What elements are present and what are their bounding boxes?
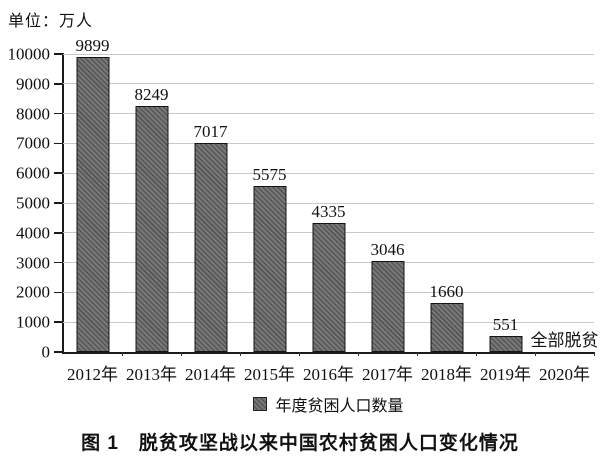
gridline bbox=[63, 202, 594, 204]
unit-label: 单位：万人 bbox=[8, 13, 94, 30]
bar bbox=[371, 261, 404, 352]
legend: 年度贫困人口数量 bbox=[63, 392, 594, 416]
gridline bbox=[63, 53, 594, 55]
legend-swatch-icon bbox=[253, 397, 268, 411]
figure-caption: 图 1 脱贫攻坚战以来中国农村贫困人口变化情况 bbox=[81, 433, 519, 454]
bar-value-label: 3046 bbox=[370, 240, 405, 260]
x-tick-mark bbox=[357, 352, 359, 356]
x-tick-label: 2017年 bbox=[362, 365, 413, 384]
y-tick-mark bbox=[54, 232, 63, 234]
y-tick-label: 4000 bbox=[16, 223, 50, 243]
x-axis-line bbox=[62, 352, 594, 354]
bar-slot: 1660 bbox=[417, 54, 476, 352]
bar-slot: 3046 bbox=[358, 54, 417, 352]
x-tick-mark bbox=[534, 352, 536, 356]
y-tick-label: 0 bbox=[41, 342, 51, 362]
bar bbox=[194, 142, 227, 352]
x-tick-label: 2012年 bbox=[67, 365, 118, 384]
gridline bbox=[63, 83, 594, 85]
bar-slot: 551 bbox=[476, 54, 535, 352]
y-tick-mark bbox=[54, 202, 63, 204]
bar bbox=[135, 106, 168, 352]
y-tick-label: 5000 bbox=[16, 193, 50, 213]
gridline bbox=[63, 113, 594, 115]
x-tick-label: 2019年 bbox=[480, 365, 531, 384]
x-tick-label: 2018年 bbox=[421, 365, 472, 384]
y-tick-label: 8000 bbox=[16, 104, 50, 124]
y-tick-mark bbox=[54, 83, 63, 85]
plot-area: 9899 8249 7017 5575 4335 3046 1660 551 全部脱贫 bbox=[54, 37, 599, 356]
x-tick-mark bbox=[239, 352, 241, 356]
y-tick-label: 2000 bbox=[16, 282, 50, 302]
bar-slot: 9899 bbox=[63, 37, 122, 352]
y-tick-label: 7000 bbox=[16, 133, 50, 153]
bar bbox=[76, 57, 109, 352]
legend-label: 年度贫困人口数量 bbox=[275, 398, 404, 415]
y-tick-mark bbox=[54, 112, 63, 115]
x-tick-label: 2020年 bbox=[539, 365, 590, 384]
y-tick-mark bbox=[54, 142, 63, 145]
x-tick-label: 2014年 bbox=[185, 365, 236, 384]
bar bbox=[489, 335, 522, 352]
bar-slot: 全部脱贫 bbox=[531, 54, 599, 352]
x-tick-label: 2013年 bbox=[126, 365, 177, 384]
y-tick-mark bbox=[54, 351, 63, 353]
bar-slot: 8249 bbox=[122, 54, 181, 352]
y-tick-label: 10000 bbox=[7, 44, 51, 64]
bar-slot: 7017 bbox=[181, 54, 240, 352]
gridline bbox=[63, 172, 594, 174]
x-tick-label: 2015年 bbox=[244, 365, 295, 384]
x-tick-mark bbox=[593, 352, 595, 356]
x-tick-label: 2016年 bbox=[303, 365, 354, 384]
x-tick-mark bbox=[298, 352, 300, 356]
y-tick-mark bbox=[54, 261, 63, 264]
y-tick-label: 6000 bbox=[16, 163, 50, 183]
y-tick-label: 1000 bbox=[16, 312, 50, 332]
y-tick-mark bbox=[54, 53, 63, 55]
x-axis-labels: 2012年 2013年 2014年 2015年 2016年 2017年 2018年 2019年… bbox=[63, 360, 594, 384]
x-tick-mark bbox=[416, 352, 418, 356]
bar bbox=[312, 222, 345, 352]
bar-value-label: 8249 bbox=[134, 85, 169, 105]
bar-value-label: 1660 bbox=[429, 281, 464, 301]
bar-value-label: 9899 bbox=[75, 36, 110, 56]
bar-value-label: 7017 bbox=[193, 121, 228, 141]
bar-slot: 4335 bbox=[299, 54, 358, 352]
bar-value-label: 4335 bbox=[311, 201, 346, 221]
gridline bbox=[63, 142, 594, 144]
y-tick-mark bbox=[54, 172, 63, 174]
bar-slot: 5575 bbox=[240, 54, 299, 352]
y-tick-label: 9000 bbox=[16, 74, 50, 94]
bar bbox=[430, 302, 463, 352]
y-tick-mark bbox=[54, 291, 63, 294]
y-tick-label: 3000 bbox=[16, 253, 50, 273]
y-axis-labels: 0 1000 2000 3000 4000 5000 6000 7000 8000 9000 100… bbox=[0, 46, 51, 361]
y-tick-mark bbox=[54, 321, 63, 323]
x-tick-mark bbox=[180, 352, 182, 356]
bar bbox=[253, 185, 286, 352]
bar-value-label: 5575 bbox=[252, 164, 287, 184]
annotation-label: 全部脱贫 bbox=[530, 331, 599, 350]
bar-value-label: 551 bbox=[492, 314, 519, 334]
x-tick-mark bbox=[475, 352, 477, 356]
x-tick-mark bbox=[121, 352, 123, 356]
